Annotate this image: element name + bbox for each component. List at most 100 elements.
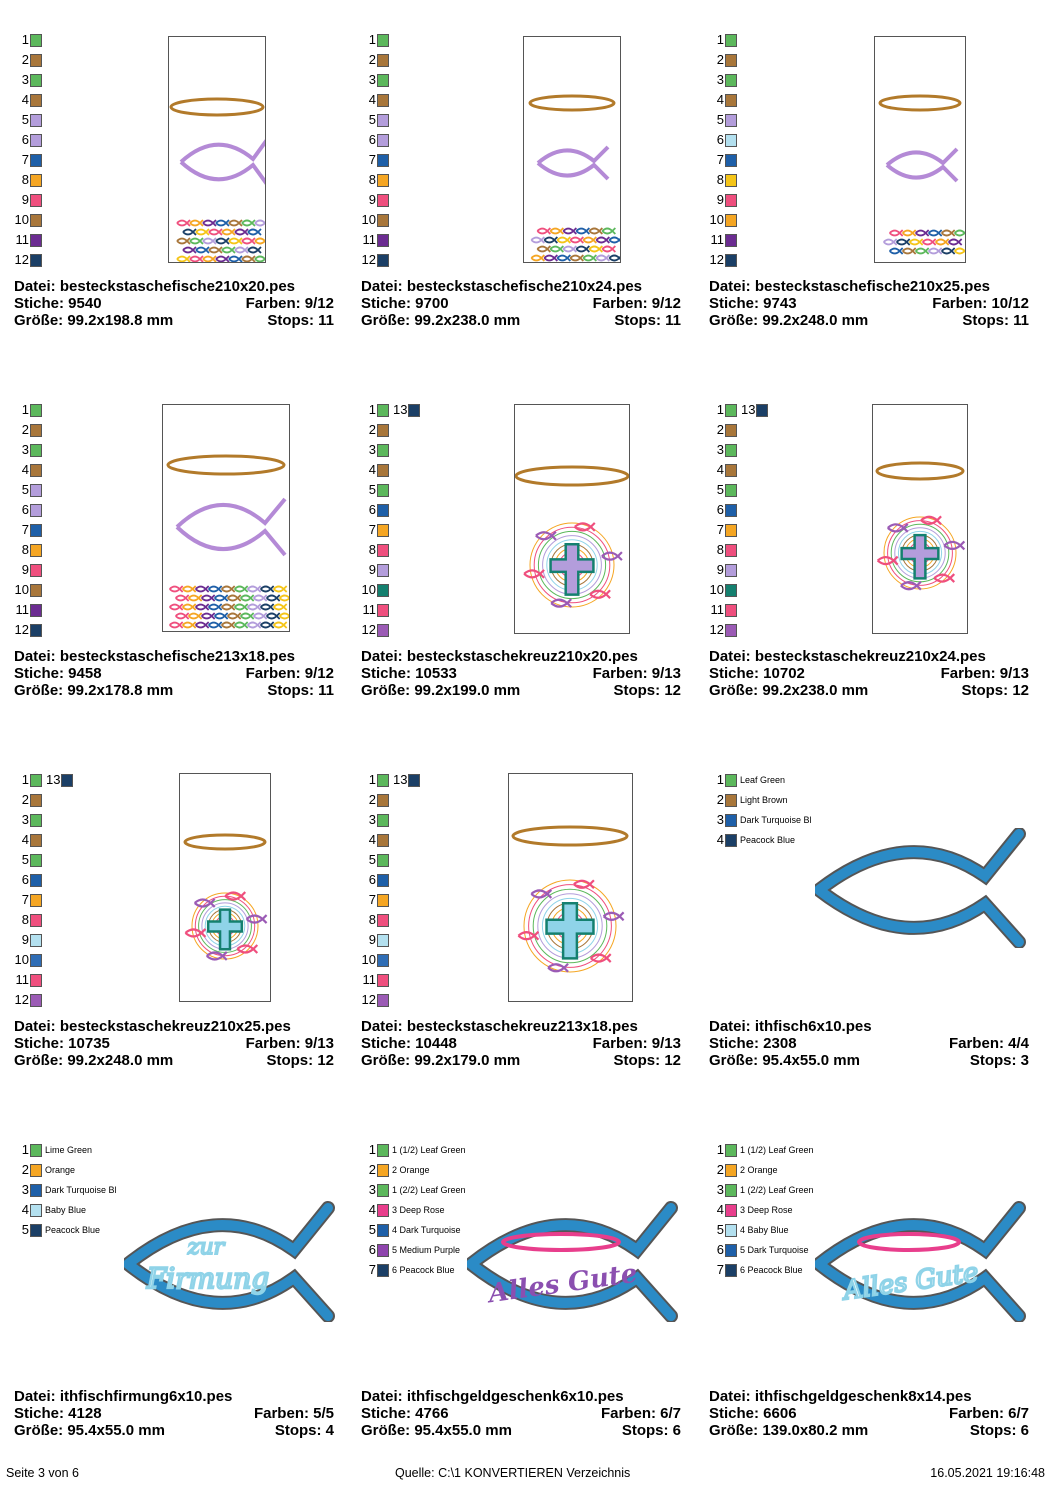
thread-name: Peacock Blue (740, 835, 796, 845)
palette-row: 9 (14, 560, 42, 580)
stitches-label: Stiche: 4766 (361, 1405, 449, 1422)
stitches-label: Stiche: 9540 (14, 295, 102, 312)
design-card: 1 1 (1/2) Leaf Green 2 2 Orange 3 1 (2/2) Lea… (709, 1110, 1039, 1460)
small-fish-icon (608, 236, 623, 244)
color-swatch (725, 773, 737, 787)
small-fish-icon (195, 246, 210, 254)
palette-number: 8 (716, 172, 724, 187)
small-fish-icon (902, 229, 917, 237)
color-swatch (30, 213, 42, 227)
color-swatch (725, 73, 737, 87)
cross-medallion (517, 879, 625, 973)
palette-number: 11 (15, 602, 30, 617)
colors-label: Farben: 6/7 (600, 1405, 681, 1422)
small-fish-icon (556, 254, 571, 262)
stops-label: Stops: 11 (962, 312, 1029, 329)
color-swatch (377, 423, 389, 437)
stops-label: Stops: 11 (267, 312, 334, 329)
palette-number: 5 (716, 1222, 724, 1237)
palette-row: 12 (709, 250, 737, 270)
small-fish-icon (254, 255, 269, 263)
palette-number: 12 (14, 252, 29, 267)
halo (528, 94, 616, 112)
colors-label: Farben: 4/4 (948, 1035, 1029, 1052)
hoop-frame (514, 404, 630, 634)
small-fish-icon (240, 594, 255, 602)
small-fish-icon (569, 236, 584, 244)
small-fish-icon (595, 236, 610, 244)
palette-number: 12 (361, 992, 376, 1007)
small-fish-icon (547, 962, 569, 973)
size-label: Größe: 99.2x199.0 mm (361, 682, 521, 699)
color-swatch (725, 173, 737, 187)
palette-row: 3 Dark Turquoise Bl (14, 1180, 117, 1200)
palette-number: 2 (368, 1162, 376, 1177)
palette-number: 9 (368, 192, 376, 207)
page-number: Seite 3 von 6 (6, 1466, 79, 1480)
color-swatch (725, 1203, 737, 1217)
color-swatch (725, 1243, 737, 1257)
palette-row: 1 (361, 400, 389, 420)
palette-number: 3 (21, 442, 29, 457)
embroidery-preview: Alles Gute (815, 1201, 1026, 1322)
file-label: Datei: ithfischgeldgeschenk6x10.pes (361, 1388, 624, 1405)
palette-row: 1 (14, 400, 42, 420)
small-fish-icon (201, 612, 216, 620)
palette-row: 4 (14, 460, 42, 480)
small-fish-icon (195, 621, 210, 629)
color-swatch (30, 893, 42, 907)
cross-icon (549, 542, 595, 596)
small-fish-icon (574, 522, 596, 532)
palette-number: 12 (14, 992, 29, 1007)
small-fish-icon (954, 247, 969, 255)
fish-shape (815, 1203, 1024, 1321)
embroidery-preview (511, 825, 629, 973)
cross-icon (545, 901, 595, 960)
small-fish-icon (549, 245, 564, 253)
palette-row: 5 4 Baby Blue (709, 1220, 789, 1240)
palette-row: 2 (361, 790, 389, 810)
palette-row: 3 (361, 70, 389, 90)
small-fish-icon (221, 246, 236, 254)
stitches-label: Stiche: 2308 (709, 1035, 797, 1052)
color-swatch (30, 1163, 42, 1177)
palette-number: 5 (716, 112, 724, 127)
palette-row: 5 (361, 850, 389, 870)
small-fish-icon (169, 621, 184, 629)
color-swatch (30, 483, 42, 497)
palette-row: 8 (709, 540, 737, 560)
thread-name: 3 Deep Rose (740, 1205, 793, 1215)
palette-number: 1 (368, 772, 376, 787)
palette-number: 11 (15, 232, 30, 247)
palette-number: 7 (368, 1262, 376, 1277)
color-swatch (756, 403, 769, 417)
color-swatch (377, 93, 389, 107)
palette-number: 11 (710, 602, 725, 617)
palette-number: 8 (368, 912, 376, 927)
small-fish-icon (176, 219, 191, 227)
design-info: Datei: besteckstaschekreuz213x18.pes Sti… (361, 1018, 681, 1069)
size-label: Größe: 99.2x238.0 mm (361, 312, 521, 329)
palette-row: 9 (361, 930, 389, 950)
fish-border (176, 219, 269, 263)
palette-number: 6 (716, 502, 724, 517)
palette-row: 7 (361, 150, 389, 170)
palette-row: 7 6 Peacock Blue (709, 1260, 803, 1280)
small-fish-icon (922, 238, 937, 246)
small-fish-icon (208, 621, 223, 629)
small-fish-icon (188, 594, 203, 602)
color-swatch (725, 253, 737, 267)
color-swatch (377, 523, 389, 537)
palette-row: 3 (709, 70, 737, 90)
colors-label: Farben: 9/13 (592, 665, 681, 682)
small-fish-icon (941, 229, 956, 237)
small-fish-icon (902, 247, 917, 255)
thread-name: Dark Turquoise Bl (740, 815, 812, 825)
palette-row: 2 (14, 50, 42, 70)
palette-number: 11 (362, 972, 377, 987)
palette-number: 9 (21, 562, 29, 577)
palette-number: 1 (21, 32, 29, 47)
small-fish-icon (228, 219, 243, 227)
palette-row: 12 (709, 620, 737, 640)
palette-number: 2 (716, 52, 724, 67)
